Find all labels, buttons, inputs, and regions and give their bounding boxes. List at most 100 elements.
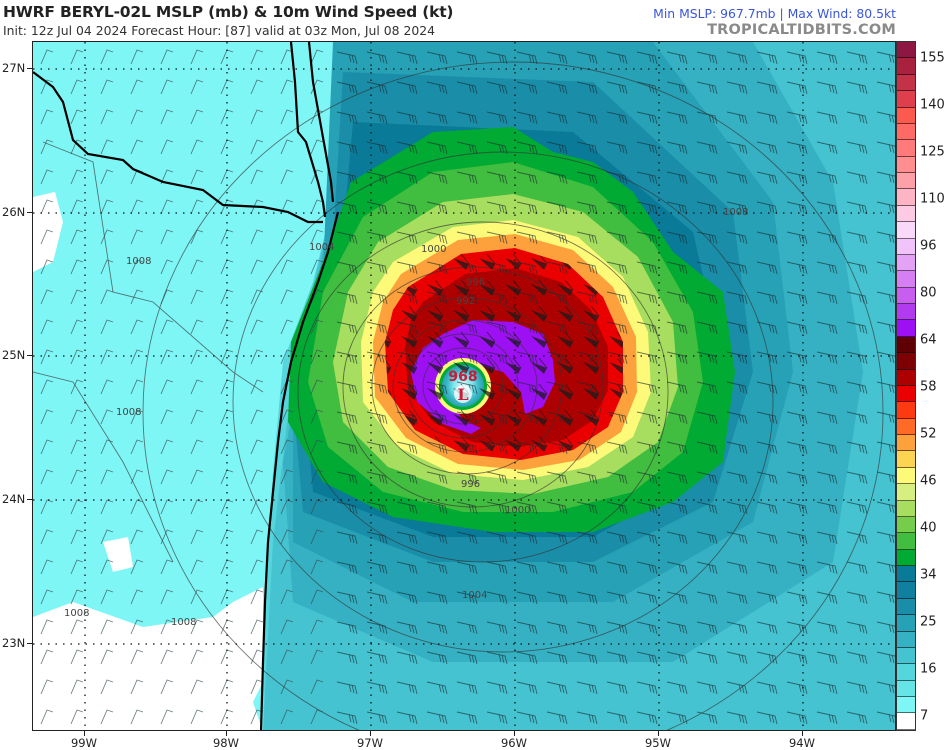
isobar-label: 996	[461, 479, 480, 490]
center-pressure: 968	[448, 369, 477, 385]
latitude-label: 27N	[2, 61, 26, 75]
colorbar-segment	[897, 91, 915, 108]
brand-watermark: TROPICALTIDBITS.COM	[707, 22, 896, 38]
colorbar-segment	[897, 533, 915, 550]
latitude-tick	[27, 212, 32, 213]
colorbar-label: 7	[920, 708, 929, 724]
longitude-tick	[658, 731, 659, 736]
longitude-label: 98W	[212, 736, 240, 750]
colorbar-segment	[897, 615, 915, 632]
colorbar-segment	[897, 156, 915, 173]
isobar-label: 1004	[309, 242, 334, 253]
colorbar-segment	[897, 402, 915, 419]
colorbar-segment	[897, 451, 915, 468]
isobar-label: 1008	[126, 256, 151, 267]
latitude-tick	[27, 499, 32, 500]
map-canvas: 1008 1008 1004 1000 996 992 996 1000 1004 1008 100…	[33, 42, 895, 730]
colorbar-segment	[897, 336, 915, 354]
coastline	[33, 42, 340, 730]
colorbar-segment	[897, 140, 915, 157]
colorbar-segment	[897, 484, 915, 501]
colorbar-segment	[897, 500, 915, 517]
colorbar-segment	[897, 516, 915, 534]
colorbar-segment	[897, 222, 915, 239]
colorbar-label: 125	[920, 144, 945, 160]
colorbar-segment	[897, 549, 915, 566]
colorbar-label: 25	[920, 614, 937, 630]
latitude-tick	[27, 68, 32, 69]
forecast-map: 1008 1008 1004 1000 996 992 996 1000 1004 1008 100…	[32, 41, 896, 731]
isobar-label: 1004	[462, 590, 487, 601]
colorbar-segment	[897, 123, 915, 141]
colorbar-segment	[897, 467, 915, 485]
longitude-label: 95W	[644, 736, 672, 750]
colorbar-segment	[897, 353, 915, 370]
colorbar-segment	[897, 697, 915, 714]
longitude-tick	[802, 731, 803, 736]
longitude-label: 94W	[788, 736, 816, 750]
colorbar-segment	[897, 582, 915, 599]
isobar-label: 992	[456, 296, 475, 307]
latitude-label: 25N	[2, 348, 26, 362]
colorbar-segment	[897, 418, 915, 435]
isobar-label: 1008	[171, 617, 196, 628]
colorbar-segment	[897, 173, 915, 190]
isobar-label: 1000	[505, 505, 530, 516]
latitude-label: 23N	[2, 636, 26, 650]
longitude-tick	[514, 731, 515, 736]
longitude-tick	[370, 731, 371, 736]
colorbar-segment	[897, 304, 915, 321]
wind-barbs-flags	[385, 248, 623, 460]
colorbar-label: 80	[920, 285, 937, 301]
wind-speed-colorbar	[896, 41, 916, 731]
colorbar-segment	[897, 680, 915, 697]
isobar-label: 996	[466, 277, 485, 288]
isobar-label: 1000	[421, 244, 446, 255]
storm-stats: Min MSLP: 967.7mb | Max Wind: 80.5kt	[653, 6, 896, 21]
colorbar-segment	[897, 598, 915, 616]
colorbar-label: 110	[920, 191, 945, 207]
colorbar-segment	[897, 713, 915, 730]
colorbar-label: 40	[920, 520, 937, 536]
colorbar-label: 52	[920, 426, 937, 442]
colorbar-segment	[897, 647, 915, 665]
colorbar-segment	[897, 664, 915, 681]
gulf-coast	[259, 211, 340, 730]
colorbar-label: 46	[920, 473, 937, 489]
colorbar-segment	[897, 320, 915, 337]
colorbar-segment	[897, 74, 915, 92]
isobar-label: 1008	[64, 608, 89, 619]
graticule	[33, 42, 895, 730]
colorbar-segment	[897, 58, 915, 75]
colorbar-segment	[897, 271, 915, 288]
colorbar-segment	[897, 238, 915, 255]
forecast-info: Init: 12z Jul 04 2024 Forecast Hour: [87…	[3, 23, 436, 38]
colorbar-segment	[897, 435, 915, 452]
low-marker-bg	[454, 385, 472, 403]
colorbar-label: 155	[920, 50, 945, 66]
latitude-tick	[27, 643, 32, 644]
colorbar-label: 58	[920, 379, 937, 395]
isobar-label: 1008	[116, 407, 141, 418]
us-mexico-border	[33, 71, 323, 224]
colorbar-segment	[897, 369, 915, 386]
longitude-tick	[226, 731, 227, 736]
colorbar-segment	[897, 107, 915, 124]
latitude-label: 24N	[2, 492, 26, 506]
colorbar-segment	[897, 42, 915, 59]
latitude-label: 26N	[2, 205, 26, 219]
colorbar-segment	[897, 189, 915, 206]
colorbar-segment	[897, 385, 915, 403]
longitude-label: 96W	[500, 736, 528, 750]
colorbar-segment	[897, 566, 915, 583]
colorbar-label: 96	[920, 238, 937, 254]
isobar-label: 1008	[723, 207, 748, 218]
chart-title: HWRF BERYL-02L MSLP (mb) & 10m Wind Spee…	[3, 3, 454, 21]
colorbar-label: 140	[920, 97, 945, 113]
longitude-label: 97W	[356, 736, 384, 750]
longitude-label: 99W	[70, 736, 98, 750]
latitude-tick	[27, 355, 32, 356]
colorbar-label: 64	[920, 332, 937, 348]
longitude-tick	[84, 731, 85, 736]
colorbar-segment	[897, 287, 915, 304]
